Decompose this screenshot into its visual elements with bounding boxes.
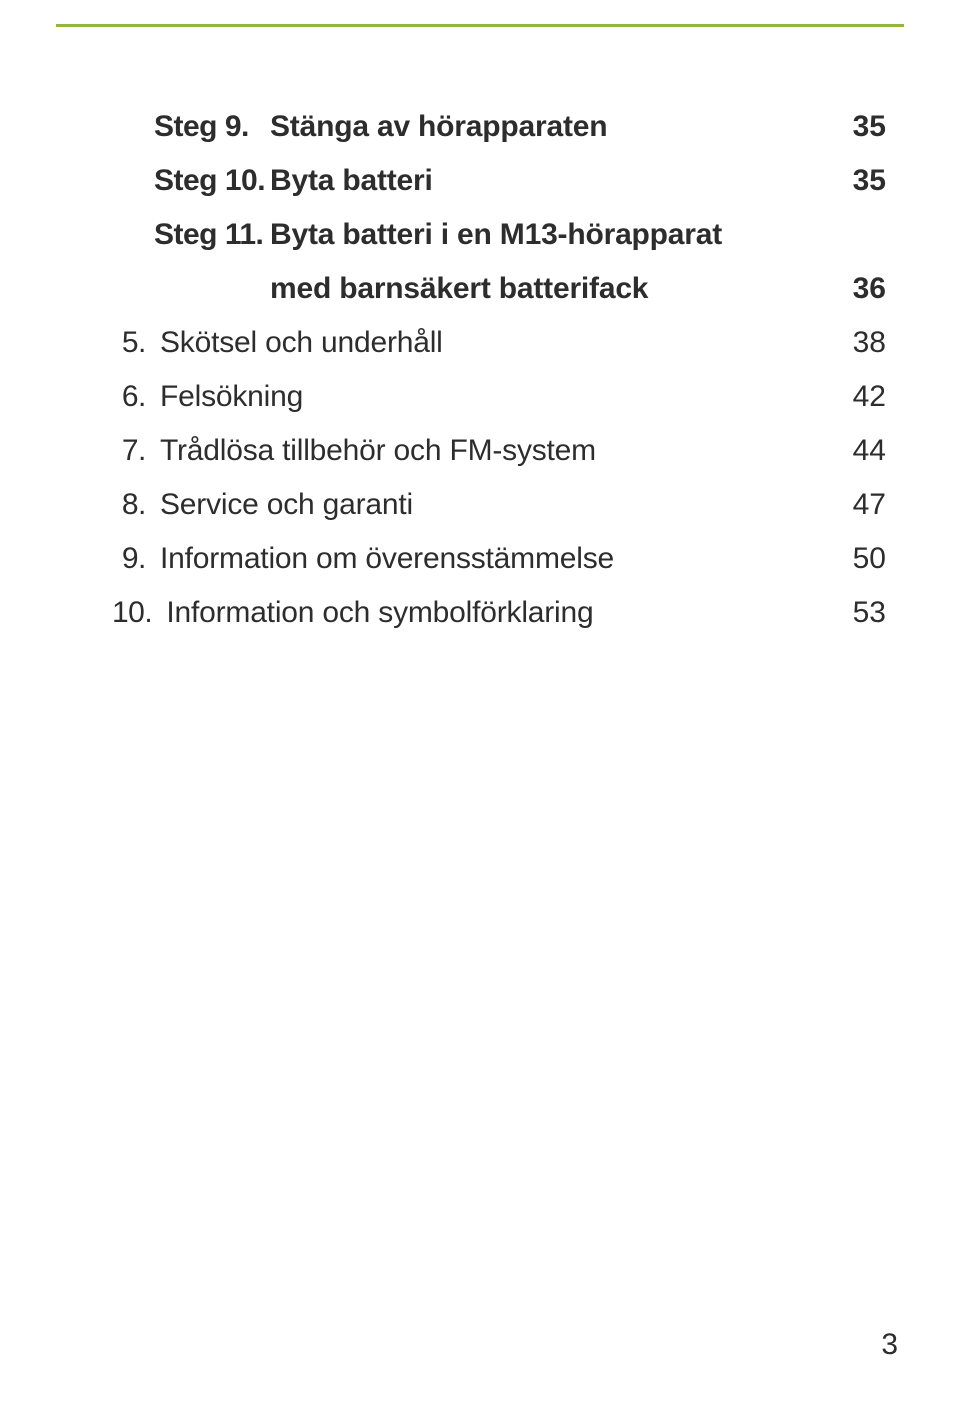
toc-number: 5: [112, 328, 138, 358]
toc-number: 9: [112, 544, 138, 574]
toc-label: Information och symbolförklaring: [160, 598, 826, 628]
toc-label: Service och garanti: [154, 490, 826, 520]
toc-page: 44: [826, 436, 886, 466]
toc-number: 8: [112, 490, 138, 520]
toc-step-row-continuation: med barnsäkert batterifack 36: [112, 274, 886, 304]
toc-page: 47: [826, 490, 886, 520]
toc-dot: .: [138, 382, 154, 412]
toc-step-row: Steg 10. Byta batteri 35: [112, 166, 886, 196]
toc-dot: .: [138, 436, 154, 466]
toc-label: Byta batteri i en M13-hörapparat: [270, 220, 826, 250]
page-number: 3: [881, 1328, 898, 1362]
toc-page: 35: [826, 112, 886, 142]
toc-page: 42: [826, 382, 886, 412]
toc-dot: .: [144, 598, 160, 628]
toc-label: Skötsel och underhåll: [154, 328, 826, 358]
toc-number: 7: [112, 436, 138, 466]
toc-page: 36: [826, 274, 886, 304]
toc-item-row: 6 . Felsökning 42: [112, 382, 886, 412]
page: Steg 9. Stänga av hörapparaten 35 Steg 1…: [0, 0, 960, 1406]
toc-page: 53: [826, 598, 886, 628]
toc-item-row: 10 . Information och symbolförklaring 53: [112, 598, 886, 628]
toc-page: 38: [826, 328, 886, 358]
table-of-contents: Steg 9. Stänga av hörapparaten 35 Steg 1…: [112, 112, 886, 652]
toc-step-row: Steg 11. Byta batteri i en M13-hörappara…: [112, 220, 886, 250]
toc-item-row: 5 . Skötsel och underhåll 38: [112, 328, 886, 358]
toc-step-prefix: Steg 11.: [154, 220, 270, 250]
toc-dot: .: [138, 490, 154, 520]
toc-dot: .: [138, 328, 154, 358]
toc-label: med barnsäkert batterifack: [270, 274, 826, 304]
toc-dot: .: [138, 544, 154, 574]
toc-item-row: 7 . Trådlösa tillbehör och FM-system 44: [112, 436, 886, 466]
toc-label: Trådlösa tillbehör och FM-system: [154, 436, 826, 466]
toc-step-row: Steg 9. Stänga av hörapparaten 35: [112, 112, 886, 142]
toc-page: 35: [826, 166, 886, 196]
toc-item-row: 8 . Service och garanti 47: [112, 490, 886, 520]
toc-step-prefix: Steg 9.: [154, 112, 270, 142]
toc-item-row: 9 . Information om överensstämmelse 50: [112, 544, 886, 574]
toc-number: 6: [112, 382, 138, 412]
toc-label: Byta batteri: [270, 166, 826, 196]
toc-step-prefix: Steg 10.: [154, 166, 270, 196]
toc-number: 10: [112, 598, 144, 628]
toc-label: Information om överensstämmelse: [154, 544, 826, 574]
top-rule: [56, 24, 904, 27]
toc-label: Stänga av hörapparaten: [270, 112, 826, 142]
toc-page: 50: [826, 544, 886, 574]
toc-label: Felsökning: [154, 382, 826, 412]
